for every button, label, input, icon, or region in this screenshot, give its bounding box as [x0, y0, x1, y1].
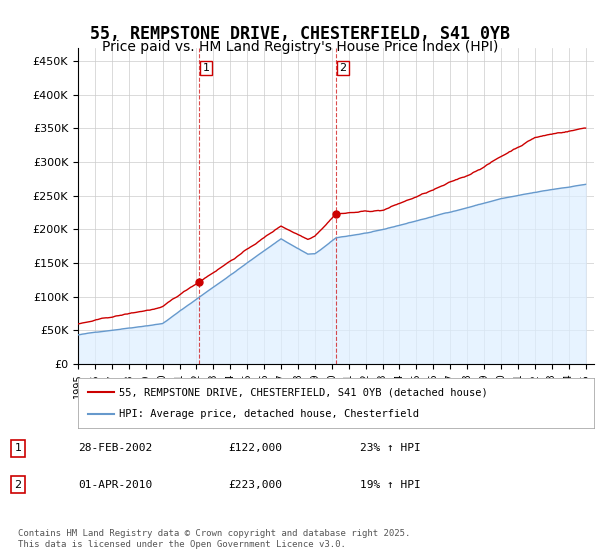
- Text: 28-FEB-2002: 28-FEB-2002: [78, 444, 152, 454]
- Text: 1: 1: [14, 444, 22, 454]
- Text: 19% ↑ HPI: 19% ↑ HPI: [360, 479, 421, 489]
- Text: HPI: Average price, detached house, Chesterfield: HPI: Average price, detached house, Ches…: [119, 409, 419, 419]
- Text: 01-APR-2010: 01-APR-2010: [78, 479, 152, 489]
- Text: Price paid vs. HM Land Registry's House Price Index (HPI): Price paid vs. HM Land Registry's House …: [102, 40, 498, 54]
- Text: £122,000: £122,000: [228, 444, 282, 454]
- Text: 55, REMPSTONE DRIVE, CHESTERFIELD, S41 0YB (detached house): 55, REMPSTONE DRIVE, CHESTERFIELD, S41 0…: [119, 387, 488, 397]
- Text: Contains HM Land Registry data © Crown copyright and database right 2025.
This d: Contains HM Land Registry data © Crown c…: [18, 529, 410, 549]
- Text: 1: 1: [202, 63, 209, 73]
- Text: 2: 2: [14, 479, 22, 489]
- Text: 2: 2: [340, 63, 347, 73]
- Text: 55, REMPSTONE DRIVE, CHESTERFIELD, S41 0YB: 55, REMPSTONE DRIVE, CHESTERFIELD, S41 0…: [90, 25, 510, 43]
- Text: £223,000: £223,000: [228, 479, 282, 489]
- Text: 23% ↑ HPI: 23% ↑ HPI: [360, 444, 421, 454]
